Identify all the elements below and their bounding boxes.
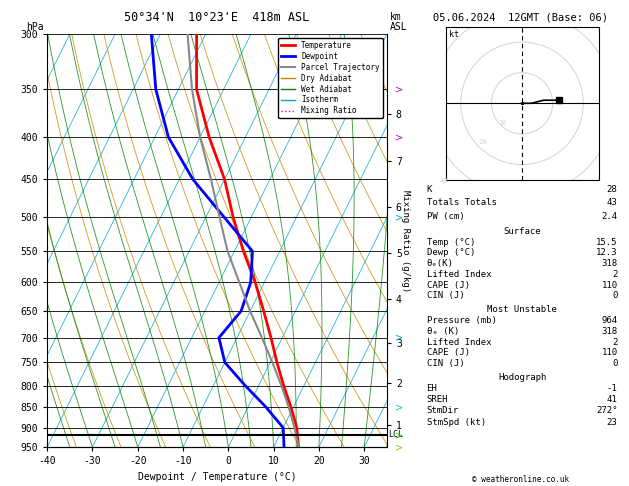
Text: 110: 110 xyxy=(601,348,618,358)
Text: StmDir: StmDir xyxy=(426,406,459,416)
Text: Temp (°C): Temp (°C) xyxy=(426,238,475,246)
Text: LCL: LCL xyxy=(388,430,403,439)
Text: Surface: Surface xyxy=(503,227,541,236)
Text: >: > xyxy=(395,442,403,452)
Text: hPa: hPa xyxy=(26,21,44,32)
Text: Dewp (°C): Dewp (°C) xyxy=(426,248,475,258)
Text: kt: kt xyxy=(448,30,459,39)
Text: 40: 40 xyxy=(440,178,448,184)
Text: θₑ (K): θₑ (K) xyxy=(426,327,459,336)
Text: 15.5: 15.5 xyxy=(596,238,618,246)
Legend: Temperature, Dewpoint, Parcel Trajectory, Dry Adiabat, Wet Adiabat, Isotherm, Mi: Temperature, Dewpoint, Parcel Trajectory… xyxy=(279,38,383,119)
Text: Most Unstable: Most Unstable xyxy=(487,305,557,314)
Text: Pressure (mb): Pressure (mb) xyxy=(426,315,496,325)
Text: EH: EH xyxy=(426,384,437,393)
Text: >: > xyxy=(395,132,403,142)
X-axis label: Dewpoint / Temperature (°C): Dewpoint / Temperature (°C) xyxy=(138,472,296,482)
Text: -1: -1 xyxy=(607,384,618,393)
Text: 2.4: 2.4 xyxy=(601,212,618,221)
Text: 964: 964 xyxy=(601,315,618,325)
Text: >: > xyxy=(395,431,403,441)
Text: 20: 20 xyxy=(479,139,487,145)
Text: 318: 318 xyxy=(601,327,618,336)
Text: 0: 0 xyxy=(612,359,618,368)
Text: Lifted Index: Lifted Index xyxy=(426,337,491,347)
Text: 23: 23 xyxy=(607,417,618,427)
Text: >: > xyxy=(395,212,403,222)
Text: © weatheronline.co.uk: © weatheronline.co.uk xyxy=(472,474,569,484)
Text: CAPE (J): CAPE (J) xyxy=(426,281,470,290)
Text: 12.3: 12.3 xyxy=(596,248,618,258)
Text: 318: 318 xyxy=(601,259,618,268)
Text: 272°: 272° xyxy=(596,406,618,416)
Text: StmSpd (kt): StmSpd (kt) xyxy=(426,417,486,427)
Text: K: K xyxy=(426,185,432,193)
Text: 28: 28 xyxy=(607,185,618,193)
Text: CIN (J): CIN (J) xyxy=(426,359,464,368)
Text: 43: 43 xyxy=(607,198,618,208)
Text: Hodograph: Hodograph xyxy=(498,373,546,382)
Text: >: > xyxy=(395,84,403,94)
Text: SREH: SREH xyxy=(426,395,448,404)
Text: θₑ(K): θₑ(K) xyxy=(426,259,454,268)
Text: km
ASL: km ASL xyxy=(390,12,408,32)
Text: 41: 41 xyxy=(607,395,618,404)
Text: 50°34'N  10°23'E  418m ASL: 50°34'N 10°23'E 418m ASL xyxy=(125,11,309,24)
Text: 110: 110 xyxy=(601,281,618,290)
Text: >: > xyxy=(395,402,403,412)
Text: CIN (J): CIN (J) xyxy=(426,292,464,300)
Text: Mixing Ratio (g/kg): Mixing Ratio (g/kg) xyxy=(401,190,410,292)
Text: CAPE (J): CAPE (J) xyxy=(426,348,470,358)
Text: 0: 0 xyxy=(612,292,618,300)
Text: PW (cm): PW (cm) xyxy=(426,212,464,221)
Text: Lifted Index: Lifted Index xyxy=(426,270,491,279)
Text: 2: 2 xyxy=(612,337,618,347)
Text: Totals Totals: Totals Totals xyxy=(426,198,496,208)
Text: 2: 2 xyxy=(612,270,618,279)
Text: 05.06.2024  12GMT (Base: 06): 05.06.2024 12GMT (Base: 06) xyxy=(433,12,608,22)
Text: 10: 10 xyxy=(498,120,507,126)
Text: >: > xyxy=(395,333,403,343)
